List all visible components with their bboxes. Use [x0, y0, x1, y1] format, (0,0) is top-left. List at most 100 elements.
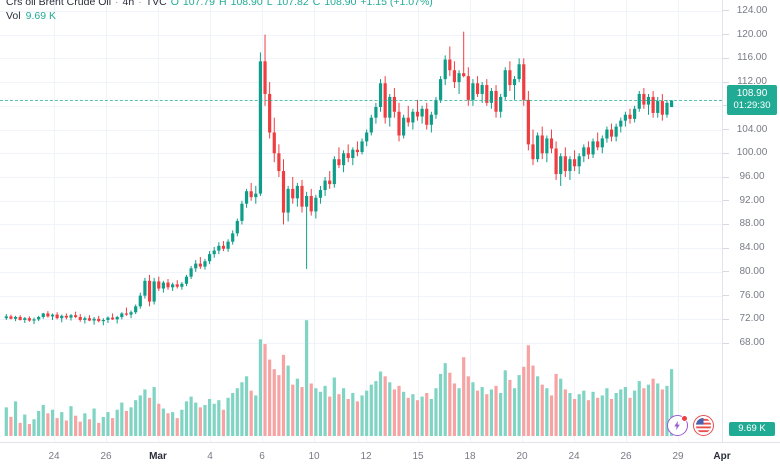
volume-bar: [637, 381, 641, 436]
candle-body: [272, 132, 276, 154]
volume-bar: [609, 398, 614, 436]
gridline-vertical: [418, 0, 419, 442]
volume-bar: [651, 378, 655, 436]
candle-body: [669, 100, 674, 108]
volume-bar: [231, 393, 235, 436]
candle-body: [549, 138, 554, 149]
volume-bar: [110, 418, 115, 436]
axis-tick-mark: [723, 129, 729, 131]
candle-body: [378, 83, 383, 107]
axis-tick-mark: [723, 10, 729, 12]
candle-body: [438, 79, 443, 100]
interval-label[interactable]: 4h: [122, 0, 135, 8]
candle-body: [429, 114, 433, 125]
volume-bar: [614, 393, 618, 436]
candle-body: [457, 73, 461, 83]
axis-tick-mark: [723, 200, 729, 202]
open-label: O: [170, 0, 179, 8]
volume-bar: [337, 394, 341, 436]
price-axis[interactable]: 108.90 01:29:30 9.69 K 124.00 120.00 116.0…: [722, 0, 780, 442]
volume-bar: [623, 387, 627, 436]
candle-body: [471, 83, 475, 100]
candle-body: [540, 135, 544, 154]
candle-body: [231, 233, 235, 242]
price-axis-tick: 84.00: [723, 242, 780, 253]
candle-body: [462, 73, 466, 77]
volume-bar: [332, 377, 336, 436]
gridline-horizontal: [0, 296, 722, 297]
time-axis-tick: 20: [516, 451, 528, 462]
volume-value-badge: 9.69 K: [729, 422, 775, 436]
candle-body: [101, 319, 105, 322]
chart-plot-area[interactable]: [0, 0, 722, 442]
gridline-horizontal: [0, 130, 722, 131]
candle-body: [254, 193, 258, 198]
chart-gridlines: [0, 0, 722, 442]
open-value: 107.79: [182, 0, 216, 8]
candle-body: [147, 280, 152, 302]
volume-bar: [134, 400, 138, 436]
volume-bar: [355, 401, 360, 436]
volume-bar: [50, 409, 55, 436]
symbol-name[interactable]: Crs oil Brent Crude Oil: [6, 0, 112, 8]
volume-bar: [600, 395, 604, 436]
candle-body: [115, 317, 119, 320]
volume-bar: [69, 406, 73, 436]
gridline-horizontal: [0, 272, 722, 273]
candle-body: [189, 268, 193, 277]
candle-body: [37, 317, 41, 320]
gridline-horizontal: [0, 58, 722, 59]
volume-bar: [175, 418, 179, 436]
candle-body: [120, 313, 124, 317]
volume-bar: [115, 409, 119, 436]
candle-body: [235, 220, 239, 234]
time-axis-tick: 15: [412, 451, 424, 462]
current-price-badge: 108.90 01:29:30: [727, 85, 777, 116]
candle-body: [27, 318, 32, 321]
candle-body: [318, 190, 323, 198]
gridline-horizontal: [0, 11, 722, 12]
volume-bar: [568, 393, 572, 436]
volume-bar: [596, 397, 600, 436]
gridline-vertical: [210, 0, 211, 442]
candle-body: [46, 313, 50, 317]
volume-bar: [60, 412, 64, 436]
volume-bar: [660, 389, 664, 436]
volume-bar: [328, 396, 332, 436]
volume-bar: [383, 376, 387, 436]
candle-body: [291, 188, 295, 199]
gridline-horizontal: [0, 224, 722, 225]
candle-body: [665, 102, 669, 115]
volume-bar: [457, 388, 461, 436]
candle-body: [600, 138, 604, 148]
candle-body: [559, 156, 563, 175]
volume-bar: [572, 398, 577, 436]
candle-body: [411, 111, 415, 123]
volume-bar: [217, 400, 221, 436]
candle-body: [614, 126, 618, 137]
candle-body: [32, 319, 36, 321]
candle-body: [97, 318, 101, 322]
volume-bar: [591, 391, 595, 436]
alert-dot-icon: [681, 415, 688, 422]
candle-body: [328, 180, 332, 185]
candle-body: [531, 144, 535, 160]
volume-bar: [656, 383, 660, 436]
axis-tick-mark: [723, 223, 729, 225]
candle-body: [388, 96, 392, 118]
lightning-bolt-icon[interactable]: [667, 415, 688, 436]
time-axis[interactable]: 24 26 Mar 4 6 10 12 15 18 20 24 26 29 Apr: [0, 442, 780, 471]
volume-bar: [448, 372, 452, 436]
candle-body: [64, 315, 68, 318]
candle-body: [642, 93, 646, 105]
price-axis-tick: 80.00: [723, 266, 780, 277]
volume-bar: [462, 357, 466, 436]
volume-bar: [138, 395, 142, 436]
candle-body: [286, 188, 290, 213]
candle-body: [545, 138, 549, 154]
volume-bar: [517, 375, 521, 436]
volume-bar: [226, 397, 230, 436]
us-flag-icon[interactable]: [693, 415, 714, 436]
volume-bar: [23, 414, 27, 436]
candle-body: [499, 96, 503, 112]
